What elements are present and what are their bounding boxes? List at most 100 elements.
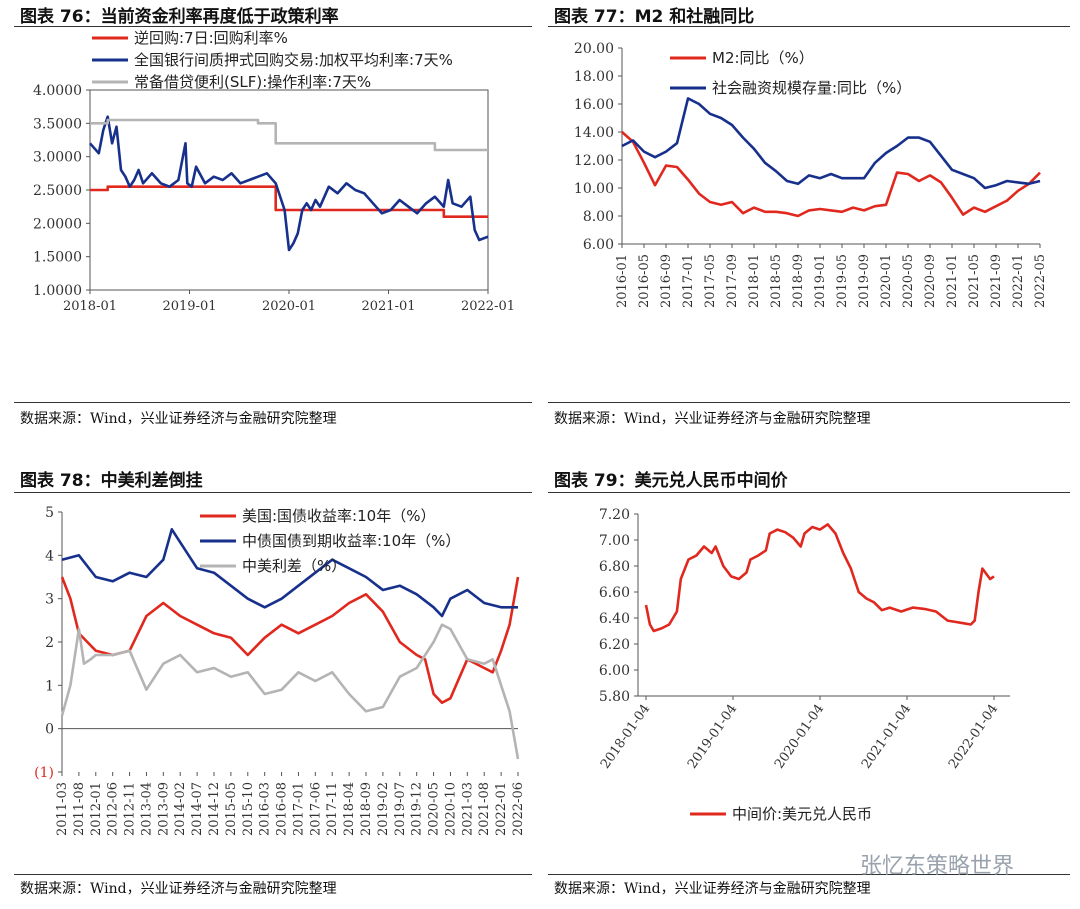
c78-y-tick-label: (1) <box>34 765 54 781</box>
c77-legend: M2:同比（%） 社会融资规模存量:同比（%） <box>670 49 911 97</box>
chart-79-source: 数据来源：Wind，兴业证券经济与金融研究院整理 <box>554 881 871 897</box>
c79-y-tick-label: 6.40 <box>599 611 630 627</box>
c78-x-tick-label: 2016-08 <box>275 782 290 836</box>
c78-x-tick-label: 2014-07 <box>190 782 205 836</box>
c78-series-line-3 <box>60 623 520 760</box>
c76-legend-label: 全国银行间质押式回购交易:加权平均利率:7天% <box>134 51 453 69</box>
c78-x-tick-label: 2021-03 <box>460 782 475 836</box>
c77-x-tick-label: 2018-09 <box>791 254 806 308</box>
c78-x-tick-label: 2017-01 <box>291 782 306 836</box>
c77-x-tick-label: 2017-09 <box>725 254 740 308</box>
chart-76-panel: 图表 76：当前资金利率再度低于政策利率 4.0000 3.5000 3.0000 2… <box>0 0 540 440</box>
c78-y-tick-label: 3 <box>45 592 54 608</box>
c77-y-tick-label: 20.00 <box>574 41 614 57</box>
chart-78-top-rule <box>14 492 532 493</box>
c79-x-tick-label: 2021-01-04 <box>859 702 914 772</box>
c79-series-line-1 <box>644 523 995 633</box>
c76-x-tick-label: 2018-01 <box>63 299 117 314</box>
c77-x-tick-label: 2020-09 <box>923 254 938 308</box>
c77-series-line-1 <box>621 131 1041 218</box>
c79-x-tick-label: 2022-01-04 <box>946 702 1001 772</box>
c78-legend-label: 中美利差（%） <box>242 557 346 575</box>
c78-y-tick-label: 0 <box>45 722 54 738</box>
c78-x-tick-label: 2012-06 <box>106 782 121 836</box>
chart-76-source: 数据来源：Wind，兴业证券经济与金融研究院整理 <box>20 411 337 427</box>
c78-y-tick-label: 5 <box>45 505 54 521</box>
c79-y-tick-label: 6.00 <box>599 663 630 679</box>
c76-y-tick-label: 4.0000 <box>33 83 82 99</box>
c78-x-tick-label: 2011-08 <box>72 782 87 836</box>
chart-77-plot: 20.0018.0016.0014.0012.0010.008.006.0020… <box>574 41 1048 308</box>
c79-y-tick-label: 5.80 <box>599 689 630 705</box>
c77-series-line-2 <box>621 97 1041 190</box>
chart-79-top-rule <box>548 492 1070 493</box>
c78-legend: 美国:国债收益率:10年（%） 中债国债到期收益率:10年（%） 中美利差（%） <box>200 507 460 575</box>
c78-series-line-1 <box>60 576 520 704</box>
c77-x-tick-label: 2019-05 <box>835 254 850 308</box>
chart-76-title: 图表 76：当前资金利率再度低于政策利率 <box>20 7 339 27</box>
chart-79-bottom-rule <box>548 874 1070 875</box>
c78-y-tick-label: 1 <box>45 678 54 694</box>
chart-79-plot: 7.20 7.00 6.80 6.60 6.40 6.20 6.00 5.802018-01-… <box>598 507 1010 823</box>
c77-x-tick-label: 2019-01 <box>813 254 828 308</box>
c78-x-tick-label: 2019-02 <box>376 782 391 836</box>
chart-78-bottom-rule <box>14 874 532 875</box>
c76-y-tick-label: 3.5000 <box>33 116 82 132</box>
c78-x-tick-label: 2019-12 <box>410 782 425 836</box>
c76-y-tick-label: 2.0000 <box>33 216 82 232</box>
c77-y-tick-label: 16.00 <box>574 97 614 113</box>
chart-77-title: 图表 77：M2 和社融同比 <box>554 7 755 27</box>
c77-x-tick-label: 2021-09 <box>989 254 1004 308</box>
c78-x-tick-label: 2018-04 <box>342 782 357 836</box>
c77-x-tick-label: 2016-05 <box>637 254 652 308</box>
c78-x-tick-label: 2015-10 <box>241 782 256 836</box>
c78-x-tick-label: 2014-12 <box>207 782 222 836</box>
c76-series-line-2 <box>89 115 489 252</box>
c78-x-tick-label: 2013-09 <box>156 782 171 836</box>
chart-77-bottom-rule <box>548 402 1070 403</box>
c77-legend-label: M2:同比（%） <box>712 49 814 67</box>
c78-x-tick-label: 2022-01 <box>494 782 509 836</box>
c78-legend-label: 中债国债到期收益率:10年（%） <box>242 532 460 550</box>
c78-x-tick-label: 2022-06 <box>511 782 526 836</box>
chart-79-title: 图表 79：美元兑人民币中间价 <box>554 471 788 491</box>
c78-x-tick-label: 2020-10 <box>443 782 458 836</box>
c77-y-tick-label: 10.00 <box>574 181 614 197</box>
c78-legend-label: 美国:国债收益率:10年（%） <box>242 507 435 525</box>
c77-x-tick-label: 2016-09 <box>659 254 674 308</box>
c78-x-tick-label: 2013-04 <box>139 782 154 836</box>
c79-x-tick-label: 2018-01-04 <box>598 702 653 772</box>
chart-76-top-rule <box>14 26 532 27</box>
c77-x-tick-label: 2018-05 <box>769 254 784 308</box>
c76-legend: 逆回购:7日:回购利率% 全国银行间质押式回购交易:加权平均利率:7天% 常备借贷便… <box>92 29 453 91</box>
c79-y-tick-label: 7.20 <box>599 507 630 523</box>
chart-76-plot: 4.0000 3.5000 3.0000 2.5000 2.0000 1.5000 1.00… <box>33 29 515 314</box>
c79-y-tick-label: 6.80 <box>599 559 630 575</box>
c78-x-tick-label: 2017-06 <box>308 782 323 836</box>
c77-x-tick-label: 2020-05 <box>901 254 916 308</box>
chart-78-source: 数据来源：Wind，兴业证券经济与金融研究院整理 <box>20 881 337 897</box>
c76-series-line-3 <box>90 118 488 152</box>
c79-y-tick-label: 6.20 <box>599 637 630 653</box>
c76-x-tick-label: 2021-01 <box>361 299 415 314</box>
c77-x-tick-label: 2021-01 <box>945 254 960 308</box>
chart-76-bottom-rule <box>14 402 532 403</box>
c78-x-tick-label: 2019-07 <box>393 782 408 836</box>
c77-x-tick-label: 2016-01 <box>615 254 630 308</box>
c78-x-tick-label: 2018-09 <box>359 782 374 836</box>
c79-legend: 中间价:美元兑人民币 <box>690 805 872 823</box>
c77-legend-label: 社会融资规模存量:同比（%） <box>712 79 911 97</box>
c76-y-tick-label: 3.0000 <box>33 150 82 166</box>
c77-x-tick-label: 2018-01 <box>747 254 762 308</box>
c77-x-tick-label: 2019-09 <box>857 254 872 308</box>
c78-x-tick-label: 2020-05 <box>427 782 442 836</box>
chart-77-source: 数据来源：Wind，兴业证券经济与金融研究院整理 <box>554 411 871 427</box>
c76-legend-label: 逆回购:7日:回购利率% <box>134 29 288 47</box>
c78-x-tick-label: 2016-03 <box>258 782 273 836</box>
c77-y-tick-label: 12.00 <box>574 153 614 169</box>
c76-legend-label: 常备借贷便利(SLF):操作利率:7天% <box>134 73 371 91</box>
c77-y-tick-label: 6.00 <box>583 237 614 253</box>
c78-x-tick-label: 2012-01 <box>89 782 104 836</box>
c78-x-tick-label: 2012-11 <box>123 782 138 836</box>
c78-x-tick-label: 2011-03 <box>55 782 70 836</box>
